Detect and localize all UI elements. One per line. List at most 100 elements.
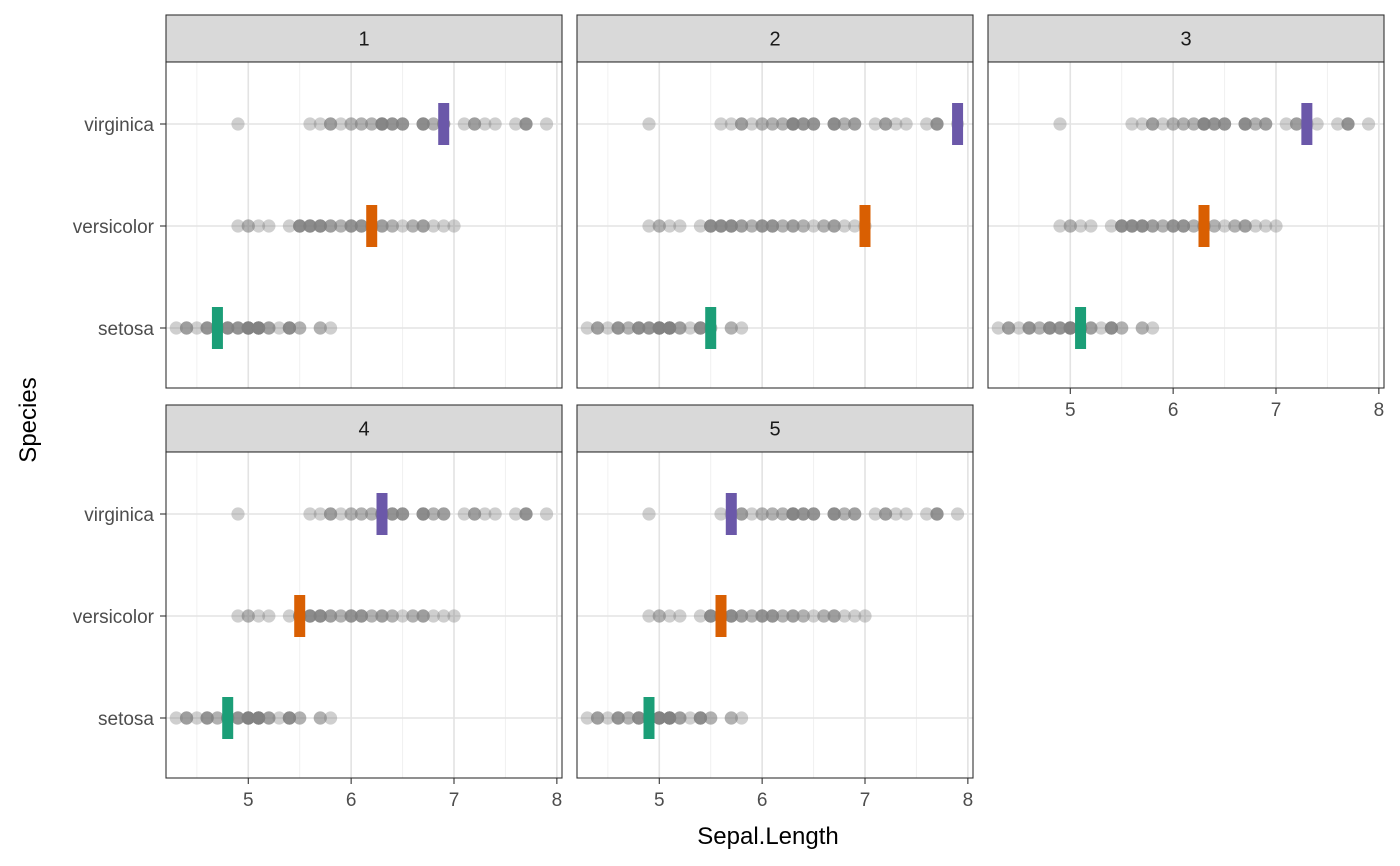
x-tick-label: 5 bbox=[654, 790, 665, 811]
data-point-setosa bbox=[251, 711, 266, 725]
data-point-virginica bbox=[323, 117, 338, 131]
data-point-setosa bbox=[662, 711, 677, 725]
data-point-setosa bbox=[190, 321, 204, 335]
data-point-versicolor bbox=[776, 219, 790, 233]
data-point-setosa bbox=[169, 711, 183, 725]
data-point-setosa bbox=[282, 711, 297, 725]
data-point-virginica bbox=[334, 117, 348, 131]
panel-border bbox=[987, 61, 1385, 389]
data-point-versicolor bbox=[385, 219, 399, 233]
data-point-virginica bbox=[837, 507, 852, 521]
panel-background bbox=[577, 452, 973, 778]
data-point-virginica bbox=[734, 117, 749, 131]
data-point-virginica bbox=[354, 117, 369, 131]
data-point-setosa bbox=[282, 321, 297, 335]
data-point-setosa bbox=[282, 321, 297, 335]
data-point-setosa bbox=[991, 321, 1005, 335]
data-point-virginica bbox=[796, 507, 810, 521]
data-point-setosa bbox=[1053, 321, 1067, 335]
data-point-virginica bbox=[519, 507, 533, 521]
facet-strip-label: 5 bbox=[769, 419, 780, 441]
data-point-versicolor bbox=[303, 219, 317, 233]
data-point-setosa bbox=[662, 321, 677, 335]
data-point-versicolor bbox=[354, 609, 369, 623]
data-point-setosa bbox=[251, 711, 266, 725]
data-point-virginica bbox=[1217, 117, 1232, 131]
data-point-virginica bbox=[488, 507, 502, 521]
data-point-virginica bbox=[1217, 117, 1232, 131]
data-point-virginica bbox=[734, 507, 749, 521]
data-point-versicolor bbox=[796, 219, 810, 233]
data-point-setosa bbox=[1084, 321, 1098, 335]
data-point-setosa bbox=[1012, 321, 1026, 335]
data-point-versicolor bbox=[344, 609, 358, 623]
data-point-versicolor bbox=[1248, 219, 1263, 233]
data-point-setosa bbox=[241, 321, 255, 335]
data-point-versicolor bbox=[375, 609, 389, 623]
data-point-virginica bbox=[899, 117, 913, 131]
data-point-versicolor bbox=[673, 609, 687, 623]
data-point-setosa bbox=[282, 321, 297, 335]
data-point-setosa bbox=[1145, 321, 1160, 335]
data-point-virginica bbox=[354, 507, 369, 521]
data-point-setosa bbox=[673, 321, 687, 335]
x-tick-label: 7 bbox=[449, 790, 460, 811]
data-point-versicolor bbox=[293, 219, 307, 233]
data-point-versicolor bbox=[745, 609, 759, 623]
data-point-versicolor bbox=[652, 609, 666, 623]
x-axis-title: Sepal.Length bbox=[697, 823, 838, 850]
data-point-setosa bbox=[693, 321, 708, 335]
data-point-versicolor bbox=[827, 609, 841, 623]
data-point-setosa bbox=[693, 711, 708, 725]
data-point-virginica bbox=[1238, 117, 1252, 131]
data-point-versicolor bbox=[765, 219, 780, 233]
data-point-setosa bbox=[662, 711, 677, 725]
data-point-setosa bbox=[1063, 321, 1077, 335]
data-point-virginica bbox=[878, 507, 893, 521]
data-point-virginica bbox=[1207, 117, 1221, 131]
data-point-setosa bbox=[662, 321, 677, 335]
data-point-setosa bbox=[282, 711, 297, 725]
data-point-virginica bbox=[385, 117, 399, 131]
data-point-virginica bbox=[734, 507, 749, 521]
data-point-versicolor bbox=[241, 219, 255, 233]
data-point-virginica bbox=[323, 507, 338, 521]
data-point-versicolor bbox=[817, 609, 831, 623]
data-point-setosa bbox=[262, 321, 276, 335]
panel-background bbox=[166, 62, 562, 388]
data-point-setosa bbox=[652, 711, 666, 725]
data-point-virginica bbox=[416, 507, 430, 521]
data-point-virginica bbox=[385, 117, 399, 131]
data-point-virginica bbox=[1187, 117, 1201, 131]
data-point-versicolor bbox=[303, 219, 317, 233]
data-point-setosa bbox=[662, 711, 677, 725]
data-point-virginica bbox=[375, 117, 389, 131]
data-point-versicolor bbox=[354, 219, 369, 233]
data-point-versicolor bbox=[776, 609, 790, 623]
data-point-versicolor bbox=[334, 219, 348, 233]
data-point-setosa bbox=[200, 321, 214, 335]
marker-virginica bbox=[376, 493, 388, 535]
data-point-versicolor bbox=[313, 219, 327, 233]
data-point-virginica bbox=[416, 117, 430, 131]
data-point-setosa bbox=[683, 321, 697, 335]
data-point-setosa bbox=[262, 321, 276, 335]
data-point-virginica bbox=[920, 117, 934, 131]
data-point-versicolor bbox=[313, 609, 327, 623]
data-point-versicolor bbox=[786, 609, 800, 623]
data-point-virginica bbox=[231, 117, 245, 131]
data-point-versicolor bbox=[745, 609, 759, 623]
data-point-setosa bbox=[262, 711, 276, 725]
data-point-virginica bbox=[457, 117, 471, 131]
data-point-versicolor bbox=[662, 219, 677, 233]
data-point-virginica bbox=[642, 117, 656, 131]
data-point-setosa bbox=[662, 711, 677, 725]
data-point-versicolor bbox=[848, 609, 862, 623]
data-point-setosa bbox=[693, 711, 708, 725]
facet-strip-label: 1 bbox=[358, 29, 369, 51]
data-point-virginica bbox=[734, 507, 749, 521]
data-point-setosa bbox=[652, 711, 666, 725]
facet-strip bbox=[165, 14, 563, 63]
data-point-setosa bbox=[231, 321, 245, 335]
data-point-virginica bbox=[344, 117, 358, 131]
